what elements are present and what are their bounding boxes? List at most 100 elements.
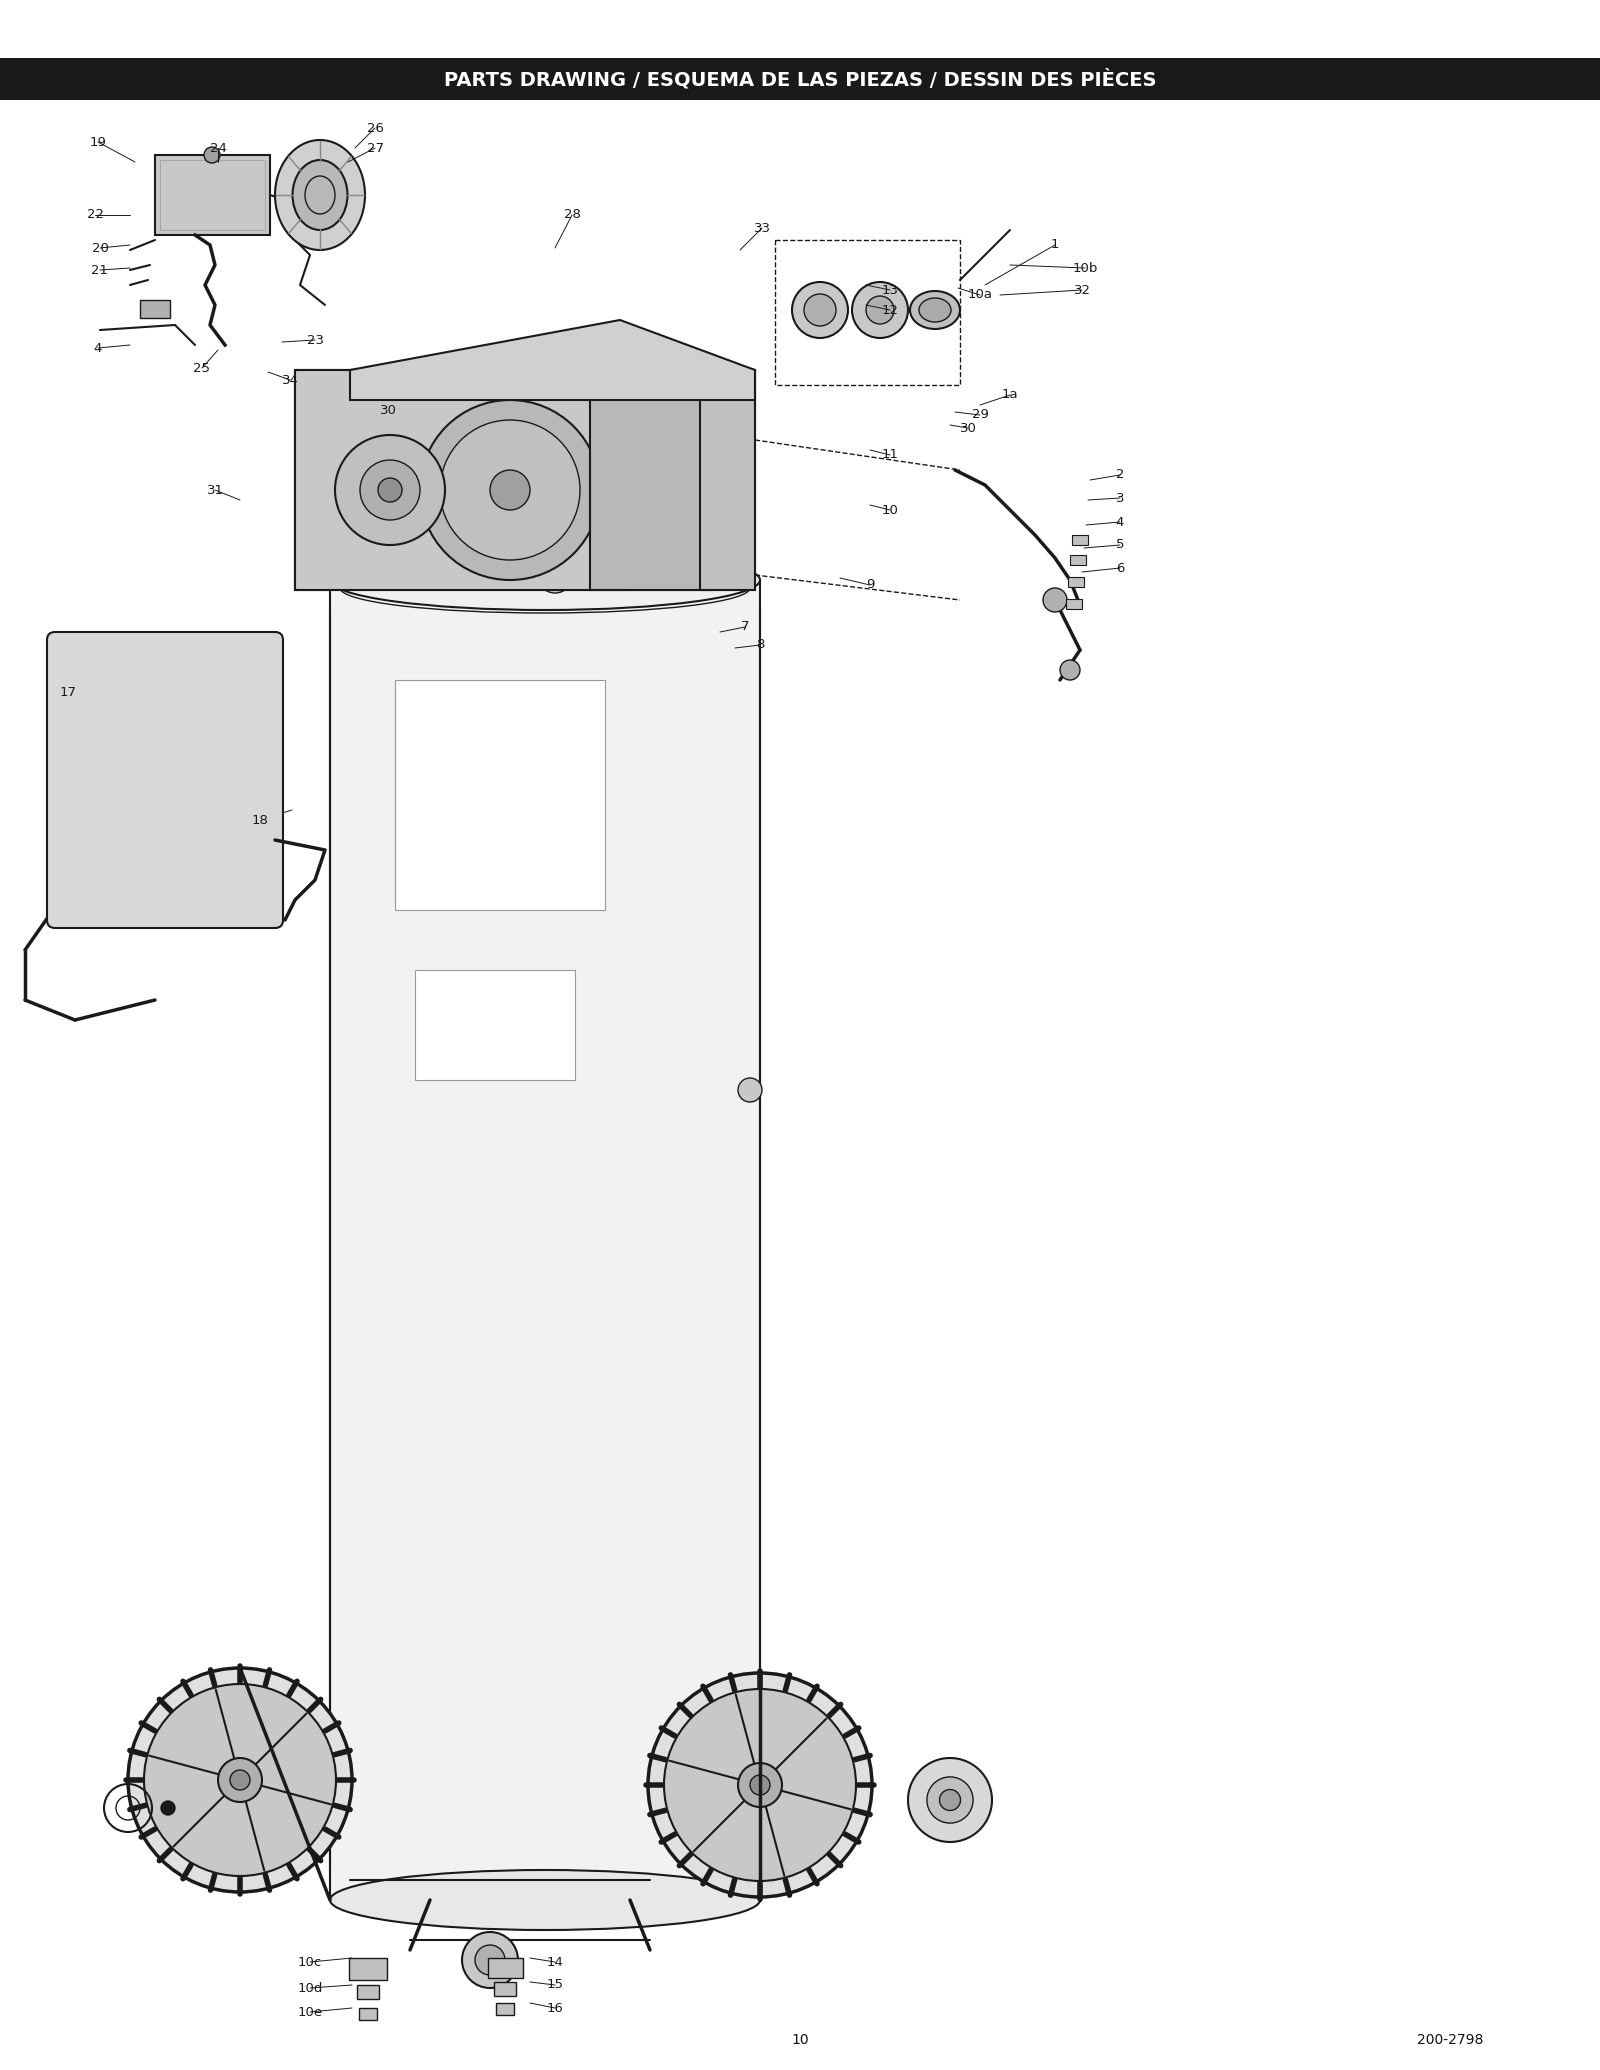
Circle shape: [1059, 660, 1080, 681]
Text: 10a: 10a: [968, 288, 992, 302]
Ellipse shape: [293, 159, 347, 230]
Text: 10b: 10b: [1072, 261, 1098, 275]
Circle shape: [909, 1757, 992, 1842]
Text: 5: 5: [1115, 538, 1125, 551]
Circle shape: [462, 1931, 518, 1987]
Circle shape: [210, 706, 250, 745]
Bar: [0, 58, 1600, 99]
Circle shape: [150, 706, 190, 745]
Circle shape: [70, 696, 130, 756]
Circle shape: [360, 460, 419, 520]
Bar: [414, 971, 574, 1081]
Text: 8: 8: [755, 638, 765, 652]
Text: 28: 28: [563, 209, 581, 221]
Text: 1: 1: [1051, 238, 1059, 250]
Bar: [357, 1985, 379, 2000]
Text: 33: 33: [754, 221, 771, 234]
Text: 32: 32: [1074, 284, 1091, 296]
Text: 22: 22: [86, 209, 104, 221]
Text: 25: 25: [194, 362, 211, 375]
Circle shape: [866, 296, 894, 325]
Ellipse shape: [330, 1869, 760, 1929]
Circle shape: [440, 420, 579, 561]
Ellipse shape: [275, 141, 365, 250]
Bar: [66, 650, 266, 911]
Text: 10d: 10d: [298, 1981, 323, 1995]
Bar: [1066, 598, 1082, 609]
Circle shape: [230, 1770, 250, 1791]
Circle shape: [419, 400, 600, 580]
Text: 200-2798: 200-2798: [1418, 2033, 1483, 2047]
Bar: [701, 371, 755, 590]
Circle shape: [162, 1801, 174, 1815]
Text: 11: 11: [882, 449, 899, 462]
Bar: [141, 300, 170, 319]
Text: 15: 15: [547, 1979, 563, 1991]
Circle shape: [490, 470, 530, 509]
Text: 6: 6: [1115, 561, 1125, 575]
Text: 12: 12: [882, 304, 899, 317]
Bar: [590, 371, 710, 590]
Text: 21: 21: [91, 263, 109, 277]
Circle shape: [475, 1946, 506, 1975]
Text: 10e: 10e: [298, 2006, 323, 2018]
Bar: [496, 2004, 514, 2014]
Circle shape: [664, 1689, 856, 1882]
Text: 30: 30: [379, 404, 397, 416]
Circle shape: [851, 282, 909, 337]
Text: 29: 29: [971, 408, 989, 422]
Circle shape: [1043, 588, 1067, 613]
Ellipse shape: [910, 292, 960, 329]
Circle shape: [141, 696, 200, 756]
Circle shape: [805, 294, 835, 325]
Bar: [349, 1958, 387, 1981]
Text: 20: 20: [91, 242, 109, 255]
Bar: [294, 371, 626, 590]
Bar: [330, 580, 760, 1900]
Bar: [774, 240, 960, 385]
Circle shape: [102, 814, 126, 836]
Circle shape: [939, 1788, 960, 1811]
Circle shape: [546, 565, 565, 586]
Bar: [160, 159, 266, 230]
Text: 16: 16: [547, 2002, 563, 2014]
Text: 9: 9: [866, 578, 874, 592]
Circle shape: [926, 1776, 973, 1824]
Text: 2: 2: [1115, 468, 1125, 482]
Text: 17: 17: [59, 685, 77, 698]
Circle shape: [334, 435, 445, 544]
Text: 14: 14: [547, 1956, 563, 1969]
Circle shape: [738, 1764, 782, 1807]
Circle shape: [792, 282, 848, 337]
Circle shape: [218, 1757, 262, 1803]
Circle shape: [738, 1078, 762, 1101]
Bar: [155, 155, 270, 236]
Circle shape: [648, 1673, 872, 1896]
Bar: [1070, 555, 1086, 565]
Bar: [1072, 534, 1088, 544]
FancyBboxPatch shape: [46, 631, 283, 927]
Text: 18: 18: [251, 814, 269, 826]
Bar: [294, 371, 755, 590]
Text: 13: 13: [882, 284, 899, 296]
Text: 4: 4: [1115, 515, 1125, 528]
Bar: [1069, 578, 1085, 588]
Text: 1a: 1a: [1002, 389, 1018, 402]
Circle shape: [144, 1685, 336, 1875]
Text: 10: 10: [790, 2033, 810, 2047]
Circle shape: [200, 696, 259, 756]
Text: 3: 3: [1115, 491, 1125, 505]
Circle shape: [538, 557, 573, 592]
Text: 31: 31: [206, 484, 224, 497]
Text: 30: 30: [960, 422, 976, 435]
Circle shape: [128, 1668, 352, 1892]
Polygon shape: [350, 321, 755, 400]
Bar: [358, 2008, 378, 2020]
Text: 7: 7: [741, 621, 749, 633]
Text: 34: 34: [282, 373, 299, 387]
Text: PARTS DRAWING / ESQUEMA DE LAS PIEZAS / DESSIN DES PIÈCES: PARTS DRAWING / ESQUEMA DE LAS PIEZAS / …: [443, 68, 1157, 89]
Ellipse shape: [330, 551, 760, 611]
Bar: [488, 1958, 523, 1979]
Circle shape: [205, 147, 221, 164]
Text: 10: 10: [882, 503, 899, 518]
